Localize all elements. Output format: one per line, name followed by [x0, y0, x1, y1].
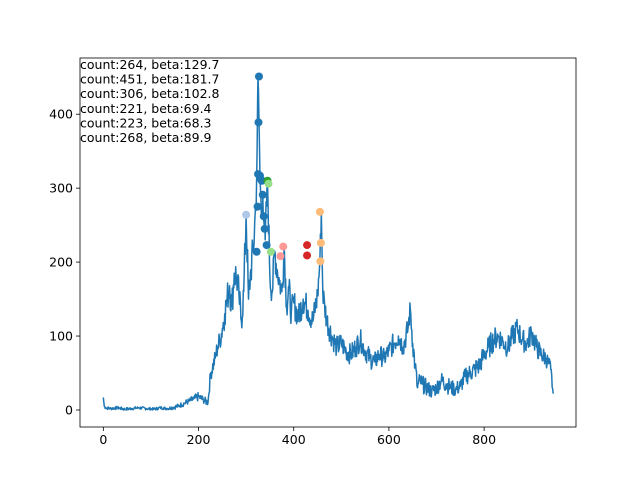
x-tick-label: 200 — [187, 432, 211, 447]
y-tick-label: 300 — [49, 181, 73, 196]
y-tick-label: 0 — [65, 402, 73, 417]
peak-marker — [279, 242, 288, 251]
y-tick-label: 400 — [49, 107, 73, 122]
peak-marker — [276, 252, 285, 261]
peak-marker — [303, 251, 312, 260]
x-tick-label: 600 — [377, 432, 401, 447]
peak-marker — [257, 176, 266, 185]
peak-marker — [242, 210, 251, 219]
annotation-text: count:223, beta:68.3 — [80, 115, 212, 130]
peak-marker — [315, 207, 324, 216]
y-tick-label: 200 — [49, 255, 73, 270]
peak-marker — [262, 241, 271, 250]
x-tick-label: 0 — [99, 432, 107, 447]
peak-marker — [260, 224, 269, 233]
axes: 0 200 400 600 800 0 100 200 300 400 — [49, 57, 577, 447]
plot-area — [102, 72, 554, 411]
annotation-text: count:264, beta:129.7 — [80, 57, 219, 72]
peak-marker — [316, 238, 325, 247]
annotation-text: count:221, beta:69.4 — [80, 101, 212, 116]
x-tick-label: 400 — [282, 432, 306, 447]
peak-marker — [266, 247, 275, 256]
x-tick-label: 800 — [472, 432, 496, 447]
annotation-text: count:306, beta:102.8 — [80, 86, 220, 101]
annotation-text: count:268, beta:89.9 — [80, 130, 212, 145]
series-line — [102, 75, 554, 411]
peak-marker — [303, 241, 312, 250]
peak-marker — [316, 257, 325, 266]
peak-marker — [258, 190, 267, 199]
peak-marker — [252, 247, 261, 256]
peak-marker — [253, 202, 262, 211]
peak-marker — [254, 118, 263, 127]
y-tick-label: 100 — [49, 329, 73, 344]
peak-marker — [264, 179, 273, 188]
axes-frame — [79, 57, 577, 428]
peak-marker — [259, 212, 268, 221]
peak-marker — [254, 72, 263, 81]
annotation-text: count:451, beta:181.7 — [80, 72, 219, 87]
